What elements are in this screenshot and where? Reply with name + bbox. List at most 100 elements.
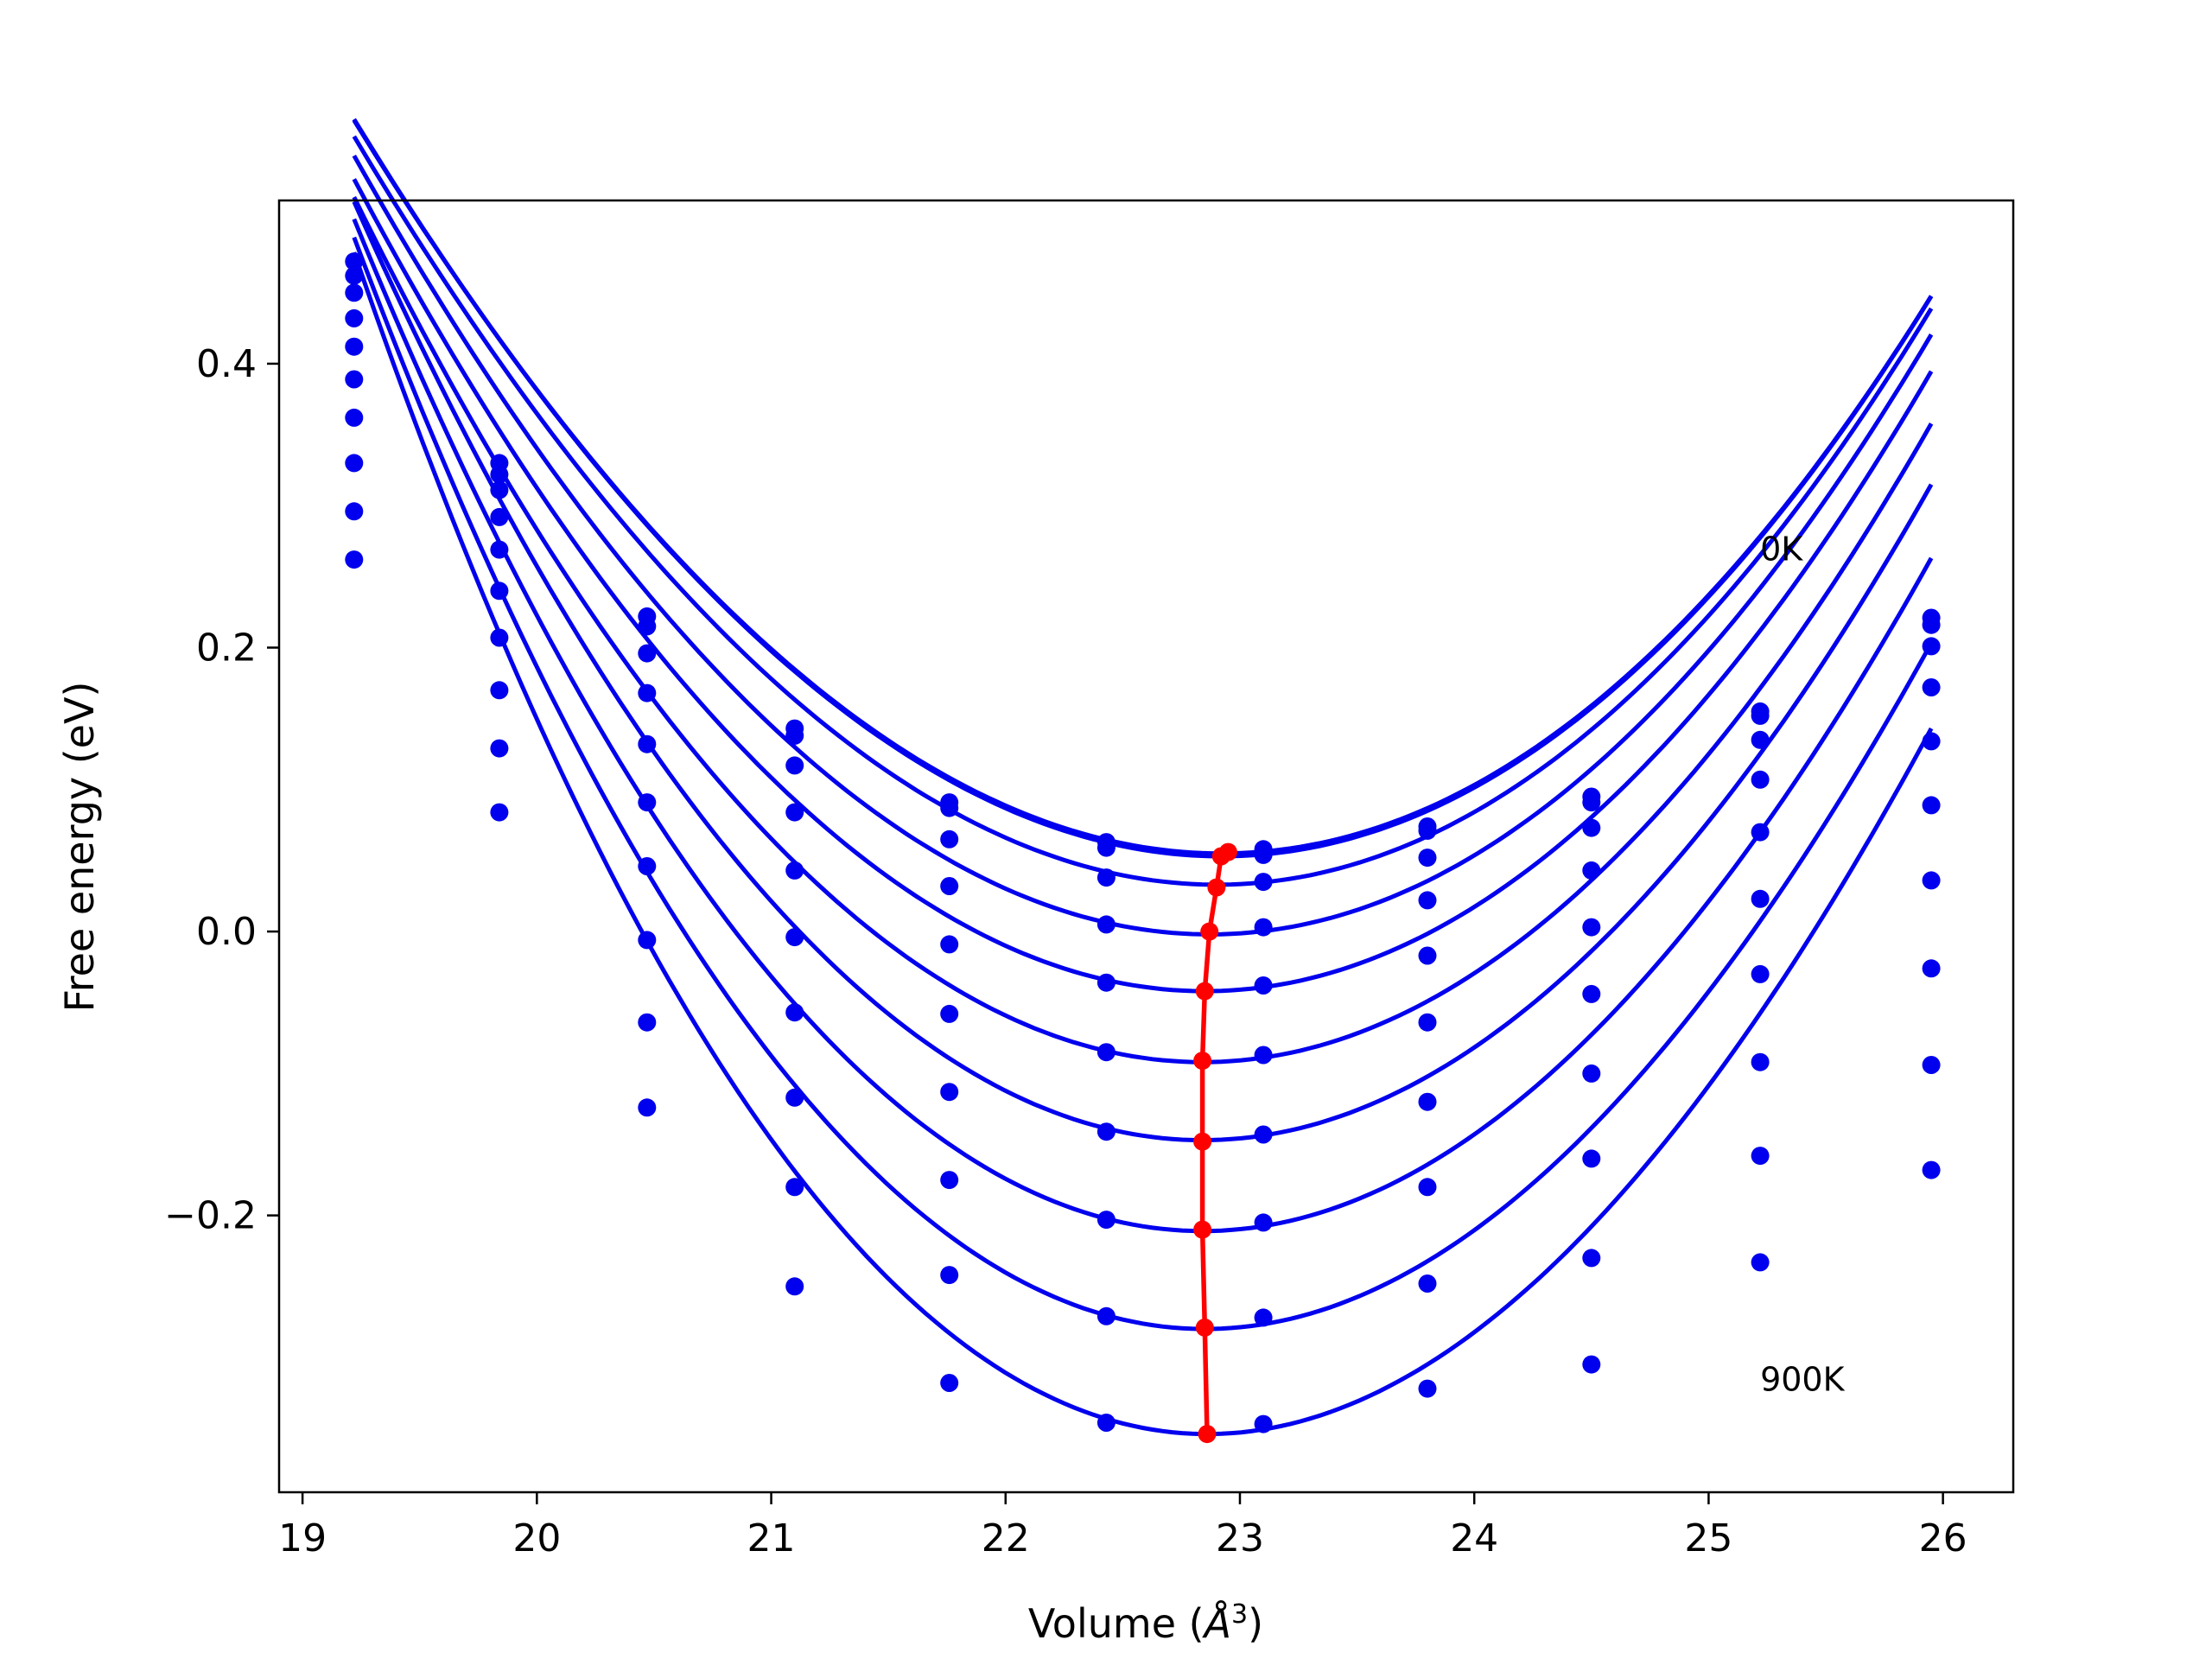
data-point — [1254, 1308, 1273, 1327]
y-tick-label: 0.2 — [196, 626, 257, 671]
data-point — [638, 644, 657, 663]
fit-curve-10 — [352, 251, 1934, 1437]
data-points — [345, 252, 1941, 1433]
data-point — [1254, 1213, 1273, 1232]
data-point — [490, 507, 509, 526]
data-point — [1751, 706, 1770, 725]
minimum-point — [1195, 1318, 1214, 1337]
data-point — [1254, 1414, 1273, 1433]
y-tick-label: 0.0 — [196, 910, 257, 954]
annotations: 0K 900K — [1760, 531, 1846, 1399]
data-point — [490, 803, 509, 822]
data-point — [1418, 1274, 1437, 1293]
data-point — [638, 734, 657, 753]
data-point — [1751, 823, 1770, 842]
data-point — [1751, 964, 1770, 983]
data-point — [490, 739, 509, 758]
data-point — [345, 308, 364, 327]
fit-curve-5 — [352, 178, 1934, 994]
x-tick-label: 21 — [747, 1516, 796, 1560]
data-point — [1418, 1013, 1437, 1032]
data-point — [1096, 1122, 1116, 1141]
data-point — [1922, 637, 1941, 656]
minimum-point — [1193, 1220, 1212, 1239]
data-point — [1418, 1092, 1437, 1111]
data-point — [1922, 1160, 1941, 1179]
data-point — [785, 803, 804, 822]
data-point — [1922, 959, 1941, 978]
data-point — [1751, 730, 1770, 749]
data-point — [1582, 861, 1601, 880]
annotation-label: 0K — [1760, 531, 1803, 569]
data-point — [345, 502, 364, 521]
data-point — [345, 283, 364, 302]
y-tick-label: 0.4 — [196, 342, 257, 386]
data-point — [490, 628, 509, 647]
y-tick-label: −0.2 — [164, 1194, 257, 1238]
fit-curve-4 — [352, 154, 1934, 937]
data-point — [1096, 973, 1116, 992]
data-point — [1096, 1414, 1116, 1432]
data-point — [1096, 1306, 1116, 1325]
data-point — [638, 1098, 657, 1117]
minimum-point — [1193, 1052, 1212, 1071]
data-point — [1096, 868, 1116, 887]
data-point — [940, 830, 959, 849]
data-point — [1922, 615, 1941, 634]
data-point — [1582, 1249, 1601, 1268]
minimum-point — [1200, 922, 1219, 941]
y-axis-ticks: −0.2 0.0 0.2 0.4 — [164, 342, 279, 1238]
data-point — [785, 861, 804, 880]
data-point — [345, 370, 364, 389]
x-axis-label: Volume (Å3) — [1028, 1599, 1263, 1648]
data-point — [1922, 732, 1941, 751]
data-point — [1582, 1149, 1601, 1168]
fit-curves — [352, 118, 1934, 1437]
data-point — [1582, 818, 1601, 837]
data-point — [638, 857, 657, 875]
data-point — [638, 793, 657, 812]
data-point — [785, 1003, 804, 1022]
data-point — [940, 1374, 959, 1392]
fit-curve-9 — [352, 236, 1934, 1332]
data-point — [785, 1178, 804, 1197]
data-point — [1751, 770, 1770, 789]
data-point — [1582, 1355, 1601, 1374]
data-point — [940, 798, 959, 817]
data-point — [638, 931, 657, 950]
data-point — [1096, 838, 1116, 857]
x-tick-label: 19 — [278, 1516, 327, 1560]
x-tick-label: 22 — [982, 1516, 1030, 1560]
data-point — [638, 617, 657, 636]
data-point — [1096, 915, 1116, 934]
data-point — [345, 337, 364, 356]
data-point — [1922, 1056, 1941, 1074]
data-point — [1418, 849, 1437, 868]
y-axis-label: Free energy (eV) — [56, 682, 103, 1013]
data-point — [490, 480, 509, 499]
data-point — [940, 1004, 959, 1023]
minimum-point — [1198, 1425, 1217, 1444]
data-point — [345, 550, 364, 569]
fit-curve-6 — [352, 195, 1934, 1065]
data-point — [785, 756, 804, 775]
x-tick-label: 23 — [1216, 1516, 1264, 1560]
data-point — [1254, 1046, 1273, 1065]
data-point — [1922, 871, 1941, 890]
data-point — [1922, 678, 1941, 696]
data-point — [1922, 796, 1941, 815]
data-point — [490, 540, 509, 559]
data-point — [490, 465, 509, 484]
data-point — [785, 1277, 804, 1296]
data-point — [345, 454, 364, 473]
data-point — [785, 1088, 804, 1107]
minimum-path — [1193, 842, 1237, 1444]
data-point — [1582, 918, 1601, 937]
data-point — [1418, 1379, 1437, 1398]
annotation-label: 900K — [1760, 1361, 1846, 1399]
data-point — [1582, 793, 1601, 812]
data-point — [490, 582, 509, 601]
data-point — [1254, 845, 1273, 864]
data-point — [1254, 1125, 1273, 1144]
fit-curve-7 — [352, 200, 1934, 1143]
